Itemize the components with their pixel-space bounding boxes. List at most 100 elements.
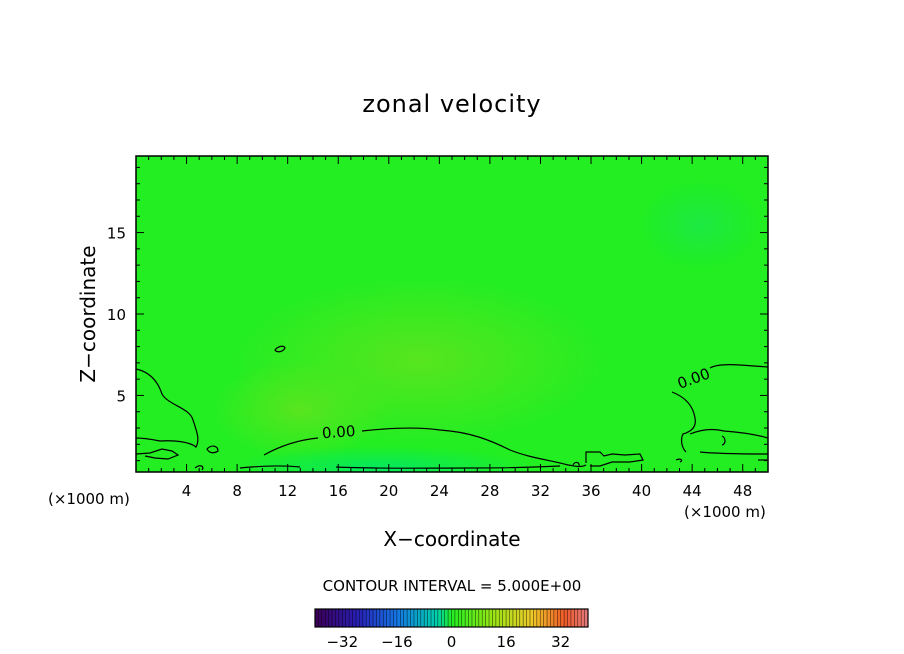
zero-contour-line (274, 345, 286, 353)
zero-contour-line (671, 391, 696, 453)
colorbar-tick-labels: −32 −16 0 16 32 (326, 633, 570, 651)
colorbar-cell (451, 609, 456, 627)
x-tick-label: 8 (232, 482, 242, 500)
colorbar-cell (547, 609, 551, 627)
colorbar-cell (355, 609, 360, 627)
colorbar-cell (410, 609, 415, 627)
x-tick-label: 16 (329, 482, 348, 500)
colorbar-cell (345, 609, 350, 627)
colorbar-cell (478, 609, 483, 627)
colorbar-cell (557, 609, 562, 627)
colorbar-cell (529, 609, 534, 627)
colorbar-cell (328, 609, 333, 627)
x-tick-label: 4 (182, 482, 192, 500)
colorbar-cell (574, 609, 579, 627)
colorbar-cell (318, 609, 323, 627)
colorbar-cell (482, 609, 487, 627)
colorbar-cell (434, 609, 439, 627)
colorbar-cell (492, 609, 497, 627)
x-tick-label: 36 (581, 482, 600, 500)
colorbar-cell (335, 609, 340, 627)
y-axis-ticks: 5 10 15 (107, 166, 768, 462)
zero-contour-line (709, 364, 768, 369)
colorbar-cell (379, 609, 384, 627)
x-unit-right: (×1000 m) (684, 503, 766, 521)
zero-contour-line (206, 445, 219, 454)
colorbar-cell (533, 609, 538, 627)
colorbar-cell (417, 609, 422, 627)
x-tick-label: 32 (531, 482, 550, 500)
colorbar-cell (349, 609, 353, 627)
colorbar (314, 609, 589, 627)
zero-contour-line (263, 437, 319, 456)
colorbar-cell (400, 609, 405, 627)
colorbar-cell (413, 609, 418, 627)
colorbar-cell (321, 609, 326, 627)
colorbar-cell (338, 609, 343, 627)
colorbar-cell (390, 609, 394, 627)
colorbar-cell (550, 609, 555, 627)
zero-contour-line (721, 435, 726, 446)
colorbar-tick-label: 16 (497, 633, 516, 651)
colorbar-cell (359, 609, 364, 627)
colorbar-cell (373, 609, 377, 627)
colorbar-cell (509, 609, 514, 627)
colorbar-cell (366, 609, 370, 627)
colorbar-cell (342, 609, 347, 627)
colorbar-tick-label: −16 (381, 633, 413, 651)
colorbar-cell (458, 609, 463, 627)
colorbar-cell (502, 609, 507, 627)
colorbar-tick-label: 0 (447, 633, 457, 651)
colorbar-cell (540, 609, 545, 627)
zero-contour-line (585, 451, 644, 467)
colorbar-tick-label: 32 (551, 633, 570, 651)
zero-contour-line (361, 427, 587, 468)
colorbar-cell (393, 609, 398, 627)
colorbar-cell (564, 609, 568, 627)
positive-velocity-region (210, 360, 390, 460)
colorbar-cell (495, 609, 500, 627)
colorbar-cell (369, 609, 374, 627)
colorbar-cell (376, 609, 381, 627)
colorbar-cell (584, 609, 589, 627)
contour-label: 0.00 (321, 422, 356, 442)
colorbar-cell (560, 609, 565, 627)
colorbar-cell (427, 609, 432, 627)
y-tick-label: 10 (107, 306, 126, 324)
colorbar-cell (461, 609, 466, 627)
colorbar-cell (577, 609, 582, 627)
x-tick-label: 48 (733, 482, 752, 500)
colorbar-cell (526, 609, 531, 627)
zero-contour-line (335, 465, 561, 469)
colorbar-cell (396, 609, 401, 627)
colorbar-cell (570, 609, 575, 627)
zero-contour-line (572, 461, 580, 467)
x-axis-label: X−coordinate (383, 527, 520, 551)
colorbar-cell (352, 609, 357, 627)
colorbar-cell (499, 609, 504, 627)
zero-contour-line (136, 368, 199, 448)
contour-interval-text: CONTOUR INTERVAL = 5.000E+00 (323, 577, 582, 595)
chart-title: zonal velocity (362, 90, 541, 118)
x-tick-label: 40 (632, 482, 651, 500)
x-tick-label: 20 (379, 482, 398, 500)
colorbar-cell (512, 609, 517, 627)
zero-contour-line (136, 448, 180, 460)
colorbar-cell (543, 609, 548, 627)
colorbar-cell (536, 609, 541, 627)
zero-contour-line (239, 465, 301, 469)
colorbar-cell (516, 609, 521, 627)
colorbar-cell (332, 609, 336, 627)
colorbar-cell (420, 609, 425, 627)
x-unit-left: (×1000 m) (48, 490, 130, 508)
colorbar-cell (441, 609, 446, 627)
colorbar-cell (431, 609, 435, 627)
colorbar-cell (386, 609, 391, 627)
colorbar-cell (454, 609, 459, 627)
colorbar-cell (444, 609, 449, 627)
negative-velocity-region (230, 446, 530, 472)
y-tick-label: 5 (116, 387, 126, 405)
zero-contour-line (194, 465, 204, 471)
x-axis-ticks: 4 8 12 16 20 24 28 32 36 40 44 48 (148, 156, 756, 500)
